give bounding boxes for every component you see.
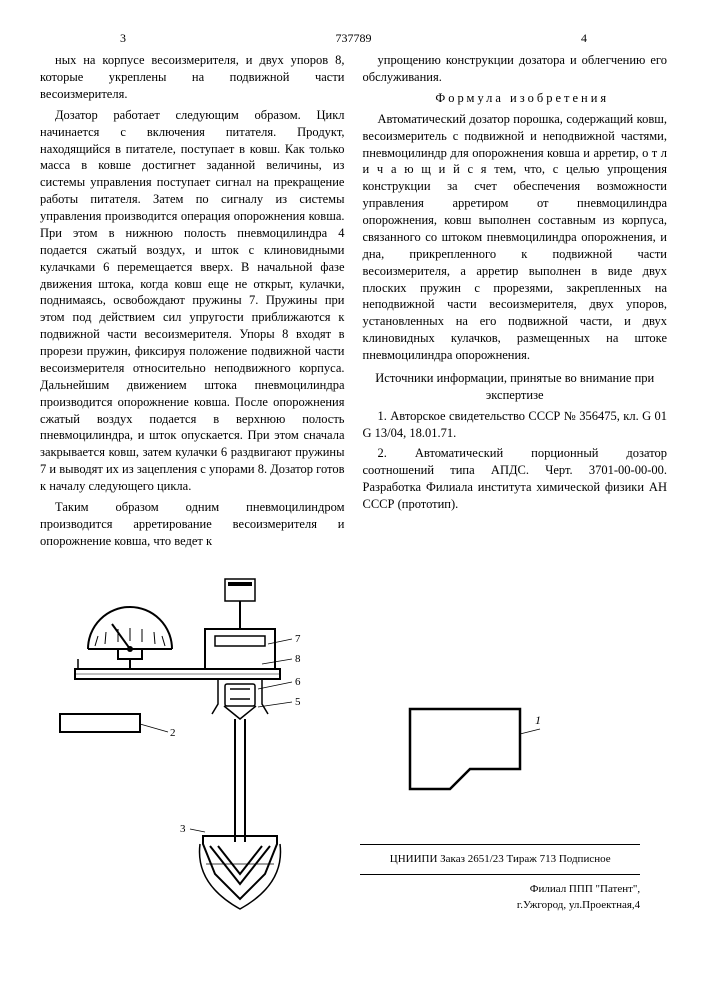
ref-label-2: 2 <box>170 727 176 739</box>
formula-title: Формула изобретения <box>363 90 668 107</box>
imprint-block: ЦНИИПИ Заказ 2651/23 Тираж 713 Подписное… <box>360 844 640 914</box>
paragraph: Дозатор работает следующим образом. Цикл… <box>40 107 345 495</box>
paragraph: упрощению конструкции дозатора и облегче… <box>363 52 668 86</box>
paragraph: ных на корпусе весоизмерителя, и двух уп… <box>40 52 345 103</box>
claim-paragraph: Автоматический дозатор порошка, содержащ… <box>363 111 668 364</box>
ref-label-6: 6 <box>295 676 301 688</box>
figure-area: 7 8 6 5 2 3 <box>40 574 667 914</box>
page-header: 3 737789 4 <box>40 30 667 46</box>
ref-label-1: 1 <box>535 713 541 727</box>
ref-label-5: 5 <box>295 696 301 708</box>
left-column: ных на корпусе весоизмерителя, и двух уп… <box>40 52 345 553</box>
ref-label-7: 7 <box>295 633 301 645</box>
source-item: 2. Автоматический порционный дозатор соо… <box>363 445 668 513</box>
right-column: упрощению конструкции дозатора и облегче… <box>363 52 668 553</box>
technical-drawing: 7 8 6 5 2 3 <box>40 574 360 914</box>
imprint-line2: Филиал ППП "Патент", г.Ужгород, ул.Проек… <box>360 874 640 914</box>
page-number-right: 4 <box>581 30 587 46</box>
sources-title: Источники информации, принятые во вниман… <box>363 370 668 404</box>
dosator-drawing-svg: 7 8 6 5 2 3 <box>40 574 340 914</box>
paragraph: Таким образом одним пневмоцилиндром прои… <box>40 499 345 550</box>
patent-number: 737789 <box>336 30 372 46</box>
ref-label-3: 3 <box>180 823 186 835</box>
feeder-drawing: 1 ЦНИИПИ Заказ 2651/23 Тираж 713 Подписн… <box>400 574 667 914</box>
text-columns: ных на корпусе весоизмерителя, и двух уп… <box>40 52 667 553</box>
page-number-left: 3 <box>120 30 126 46</box>
imprint-line1: ЦНИИПИ Заказ 2651/23 Тираж 713 Подписное <box>360 851 640 868</box>
feeder-svg: 1 <box>400 694 550 814</box>
ref-label-8: 8 <box>295 653 301 665</box>
source-item: 1. Авторское свидетельство СССР № 356475… <box>363 408 668 442</box>
